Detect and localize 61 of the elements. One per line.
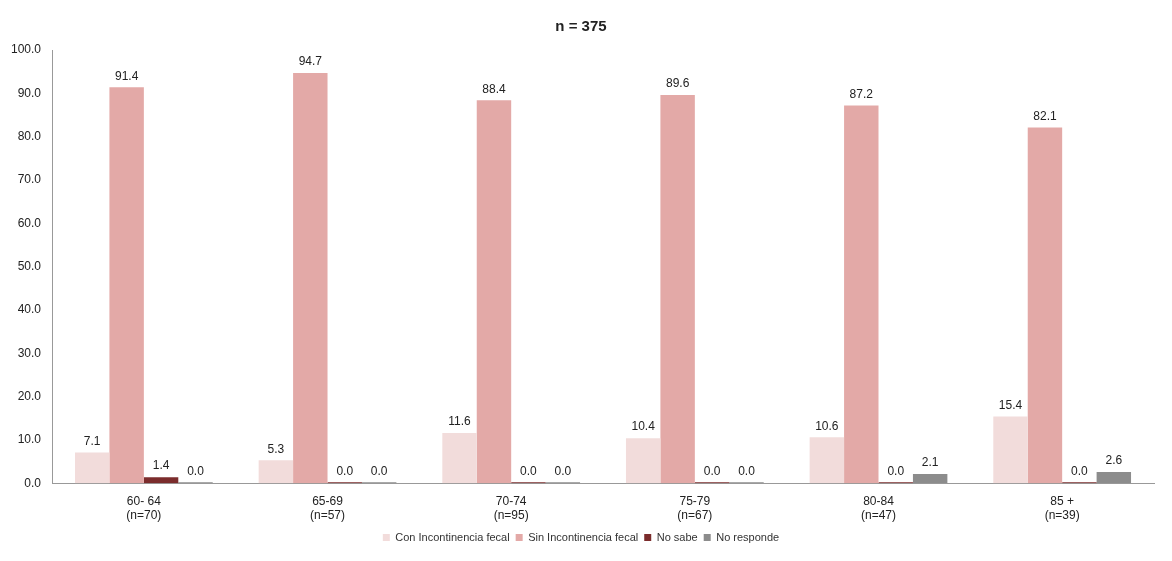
bar [476, 100, 512, 484]
bar [109, 87, 144, 484]
data-label: 5.3 [267, 441, 285, 456]
x-tick-label: 65-69 (n=57) [310, 493, 346, 523]
x-tick-label: 70-74 (n=95) [493, 493, 529, 523]
y-tick-label: 20.0 [17, 388, 42, 403]
y-tick-label: 90.0 [17, 85, 42, 100]
data-label: 0.0 [1071, 463, 1089, 478]
data-label: 0.0 [738, 463, 756, 478]
data-label: 0.0 [887, 463, 905, 478]
data-label: 2.1 [921, 455, 939, 470]
data-label: 0.0 [187, 463, 205, 478]
legend-label: No responde [716, 530, 780, 543]
bar [993, 416, 1028, 484]
y-tick-label: 100.0 [11, 42, 42, 57]
data-label: 2.6 [1105, 453, 1123, 468]
data-label: 0.0 [520, 463, 538, 478]
bar [912, 474, 948, 484]
x-tick-label: 85 + (n=39) [1044, 493, 1080, 523]
bar [809, 437, 845, 484]
data-label: 0.0 [336, 463, 354, 478]
y-tick-label: 0.0 [24, 475, 42, 490]
data-label: 0.0 [703, 463, 721, 478]
data-label: 87.2 [849, 86, 874, 101]
legend-label: Con Incontinencia fecal [395, 530, 510, 543]
data-label: 82.1 [1033, 108, 1057, 123]
bar [143, 477, 179, 484]
x-tick-label: 75-79 (n=67) [677, 493, 713, 523]
data-label: 10.4 [631, 419, 656, 434]
y-tick-label: 10.0 [17, 432, 42, 447]
bar [660, 95, 695, 484]
data-label: 0.0 [370, 463, 388, 478]
data-label: 10.6 [815, 418, 839, 433]
data-label: 0.0 [554, 463, 572, 478]
chart-title: n = 375 [555, 17, 607, 35]
legend-label: Sin Incontinencia fecal [528, 530, 639, 543]
bar [258, 460, 294, 484]
data-label: 15.4 [998, 397, 1023, 412]
data-label: 89.6 [665, 76, 690, 91]
y-tick-label: 30.0 [17, 345, 42, 360]
bar [625, 438, 661, 484]
legend-label: No sabe [656, 530, 698, 543]
y-tick-label: 80.0 [17, 128, 42, 143]
data-label: 11.6 [448, 414, 472, 429]
bar [844, 105, 879, 484]
bar [293, 72, 328, 484]
y-tick-label: 50.0 [17, 258, 42, 273]
bar [1096, 471, 1132, 484]
data-label: 91.4 [114, 68, 139, 83]
x-tick-label: 80-84 (n=47) [860, 493, 897, 523]
y-tick-label: 40.0 [17, 302, 42, 317]
x-tick-label: 60- 64 (n=70) [126, 493, 162, 523]
data-label: 1.4 [152, 458, 170, 473]
bar [1027, 127, 1063, 484]
y-tick-label: 60.0 [17, 215, 42, 230]
data-label: 88.4 [482, 81, 506, 96]
bar [74, 452, 110, 484]
data-label: 7.1 [83, 433, 101, 448]
y-tick-label: 70.0 [17, 172, 42, 187]
bar [442, 432, 477, 484]
data-label: 94.7 [298, 54, 323, 69]
